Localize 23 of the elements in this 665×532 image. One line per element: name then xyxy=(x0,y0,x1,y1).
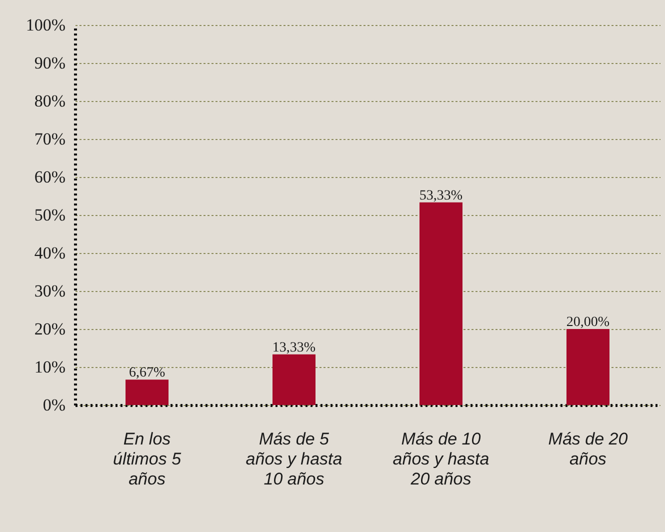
data-label: 53,33% xyxy=(419,188,463,204)
y-tick-label: 90% xyxy=(34,54,66,72)
x-tick-label: En los últimos 5 años xyxy=(113,430,182,488)
y-tick-label: 10% xyxy=(34,358,66,376)
data-label: 20,00% xyxy=(566,315,610,330)
y-tick-label: 50% xyxy=(34,206,66,224)
y-tick-label: 100% xyxy=(26,16,66,34)
x-tick-label: Más de 20 años xyxy=(548,430,628,468)
bar xyxy=(272,354,316,405)
data-label: 6,67% xyxy=(128,366,166,381)
y-tick-label: 60% xyxy=(34,168,66,186)
bar xyxy=(566,329,610,405)
data-label: 13,33% xyxy=(272,340,316,356)
y-tick-label: 0% xyxy=(42,396,66,414)
y-tick-label: 70% xyxy=(34,130,66,148)
bar xyxy=(126,380,169,405)
y-tick-label: 30% xyxy=(34,282,66,300)
x-tick-label: Más de 5 años y hasta 10 años xyxy=(246,430,342,488)
y-tick-label: 40% xyxy=(34,244,66,262)
y-tick-label: 80% xyxy=(34,92,66,110)
bar xyxy=(419,202,462,405)
x-tick-label: Más de 10 años y hasta 20 años xyxy=(392,430,490,488)
y-tick-label: 20% xyxy=(34,320,66,338)
